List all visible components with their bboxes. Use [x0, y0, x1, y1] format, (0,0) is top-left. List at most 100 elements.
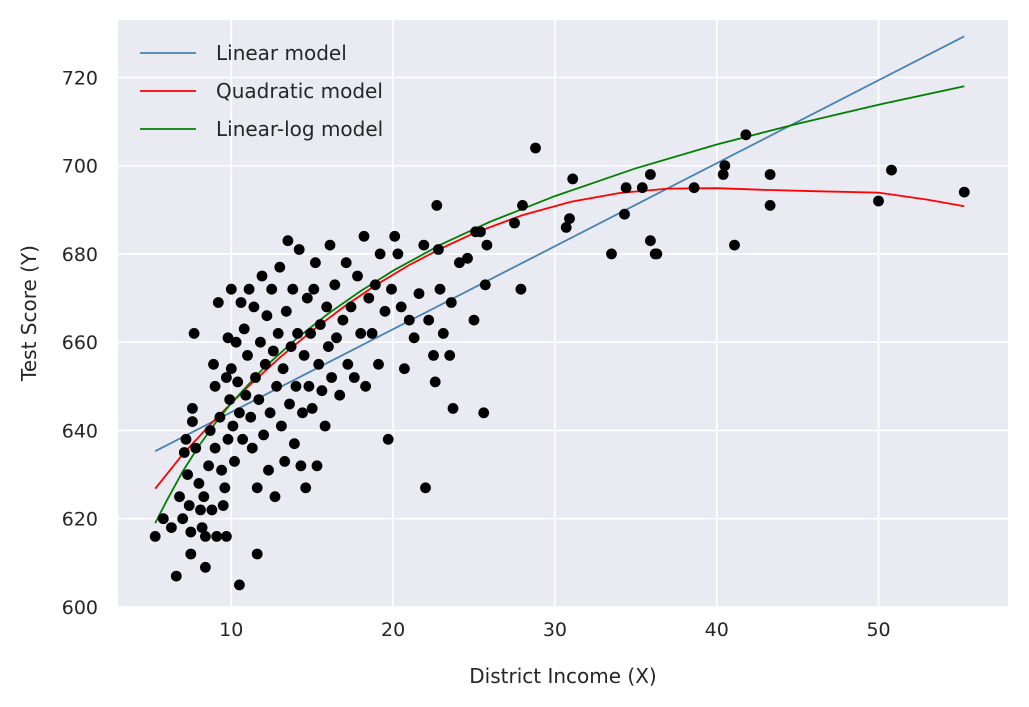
data-point — [187, 403, 198, 414]
y-tick-labels: 600 620 640 660 680 700 720 — [62, 67, 98, 619]
data-point — [203, 460, 215, 472]
data-point — [242, 350, 253, 361]
data-point — [645, 169, 656, 180]
data-point — [434, 283, 446, 295]
data-point — [331, 332, 342, 344]
data-point — [392, 248, 404, 260]
data-point — [620, 182, 632, 194]
data-point — [245, 411, 257, 423]
data-point — [342, 358, 354, 370]
data-point — [266, 283, 278, 295]
data-point — [454, 257, 465, 269]
data-point — [206, 504, 218, 516]
y-tick-label: 600 — [62, 597, 98, 619]
data-point — [258, 429, 269, 441]
data-point — [295, 460, 307, 472]
data-point — [182, 469, 194, 480]
data-point — [264, 407, 276, 419]
data-point — [729, 239, 740, 251]
data-point — [232, 376, 244, 388]
x-tick-label: 50 — [866, 619, 890, 641]
y-tick-label: 680 — [62, 244, 98, 266]
y-tick-label: 720 — [62, 67, 98, 89]
data-point — [740, 129, 752, 141]
data-point — [479, 279, 491, 291]
data-point — [188, 328, 200, 339]
data-point — [237, 433, 249, 445]
data-point — [619, 208, 630, 220]
data-point — [225, 283, 237, 295]
data-point — [428, 350, 439, 361]
y-tick-label: 640 — [62, 420, 98, 442]
data-point — [373, 358, 384, 370]
data-point — [208, 358, 219, 370]
data-point — [216, 464, 228, 476]
data-point — [193, 478, 205, 489]
data-point — [567, 173, 579, 185]
data-point — [382, 433, 394, 445]
legend-label: Linear model — [216, 41, 347, 65]
x-tick-label: 20 — [381, 619, 405, 641]
data-point — [212, 297, 224, 308]
data-point — [180, 433, 192, 445]
data-point — [399, 363, 410, 375]
data-point — [224, 394, 236, 405]
legend-label: Linear-log model — [216, 117, 383, 141]
data-points — [149, 129, 970, 591]
data-point — [688, 182, 700, 194]
data-point — [886, 164, 897, 176]
data-point — [290, 380, 302, 392]
data-point — [717, 169, 729, 180]
data-point — [324, 239, 336, 251]
data-point — [279, 456, 291, 467]
data-point — [251, 548, 263, 560]
data-point — [423, 314, 435, 326]
data-point — [284, 398, 295, 410]
data-point — [420, 482, 431, 494]
series-line-1 — [154, 35, 965, 453]
data-point — [200, 561, 211, 573]
data-point — [329, 279, 341, 291]
data-point — [478, 407, 490, 419]
y-tick-label: 620 — [62, 509, 98, 531]
data-point — [250, 372, 261, 383]
data-point — [321, 301, 333, 313]
data-point — [271, 380, 282, 392]
data-point — [285, 341, 297, 352]
data-point — [178, 447, 190, 458]
data-point — [429, 376, 441, 388]
data-point — [198, 491, 210, 503]
data-point — [256, 270, 268, 282]
data-point — [363, 292, 375, 304]
data-point — [374, 248, 386, 260]
data-point — [348, 372, 360, 383]
data-point — [764, 169, 776, 180]
x-tick-label: 40 — [705, 619, 729, 641]
data-point — [311, 460, 323, 472]
data-point — [530, 142, 541, 154]
data-point — [204, 425, 216, 436]
data-point — [310, 257, 321, 269]
data-point — [386, 283, 397, 295]
data-point — [340, 257, 352, 269]
data-point — [157, 513, 169, 525]
data-point — [468, 314, 480, 326]
data-point — [277, 363, 289, 375]
data-point — [564, 213, 575, 225]
data-point — [267, 345, 279, 357]
data-point — [645, 235, 656, 247]
data-point — [462, 252, 473, 264]
data-point — [269, 491, 281, 503]
data-point — [873, 195, 884, 207]
data-point — [190, 442, 202, 454]
data-point — [222, 433, 234, 445]
data-point — [293, 244, 305, 255]
data-point — [515, 283, 527, 295]
data-point — [183, 500, 195, 511]
y-tick-label: 700 — [62, 156, 98, 178]
data-point — [301, 292, 313, 304]
data-point — [166, 522, 177, 533]
data-point — [234, 407, 245, 419]
y-tick-label: 660 — [62, 332, 98, 354]
